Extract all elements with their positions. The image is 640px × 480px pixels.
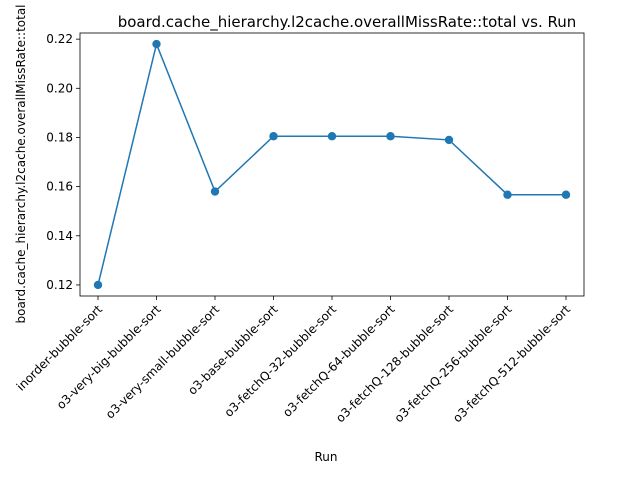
y-axis-label: board.cache_hierarchy.l2cache.overallMis…	[14, 4, 28, 323]
data-point	[93, 280, 103, 290]
y-tick-label: 0.16	[46, 180, 73, 194]
x-axis-label: Run	[314, 450, 337, 464]
data-point	[444, 135, 454, 145]
axes-frame	[79, 32, 585, 297]
chart-title: board.cache_hierarchy.l2cache.overallMis…	[118, 13, 577, 32]
y-tick-label: 0.22	[46, 32, 73, 46]
data-point	[503, 190, 512, 199]
y-tick-label: 0.14	[46, 229, 73, 243]
y-tick-label: 0.20	[46, 81, 73, 95]
y-tick-label: 0.18	[46, 130, 73, 144]
data-point	[269, 132, 278, 141]
data-point	[561, 190, 571, 199]
y-tick-label: 0.12	[46, 278, 73, 292]
data-point	[327, 132, 337, 141]
data-point	[386, 132, 395, 141]
data-point	[210, 187, 220, 196]
data-point	[152, 39, 161, 49]
